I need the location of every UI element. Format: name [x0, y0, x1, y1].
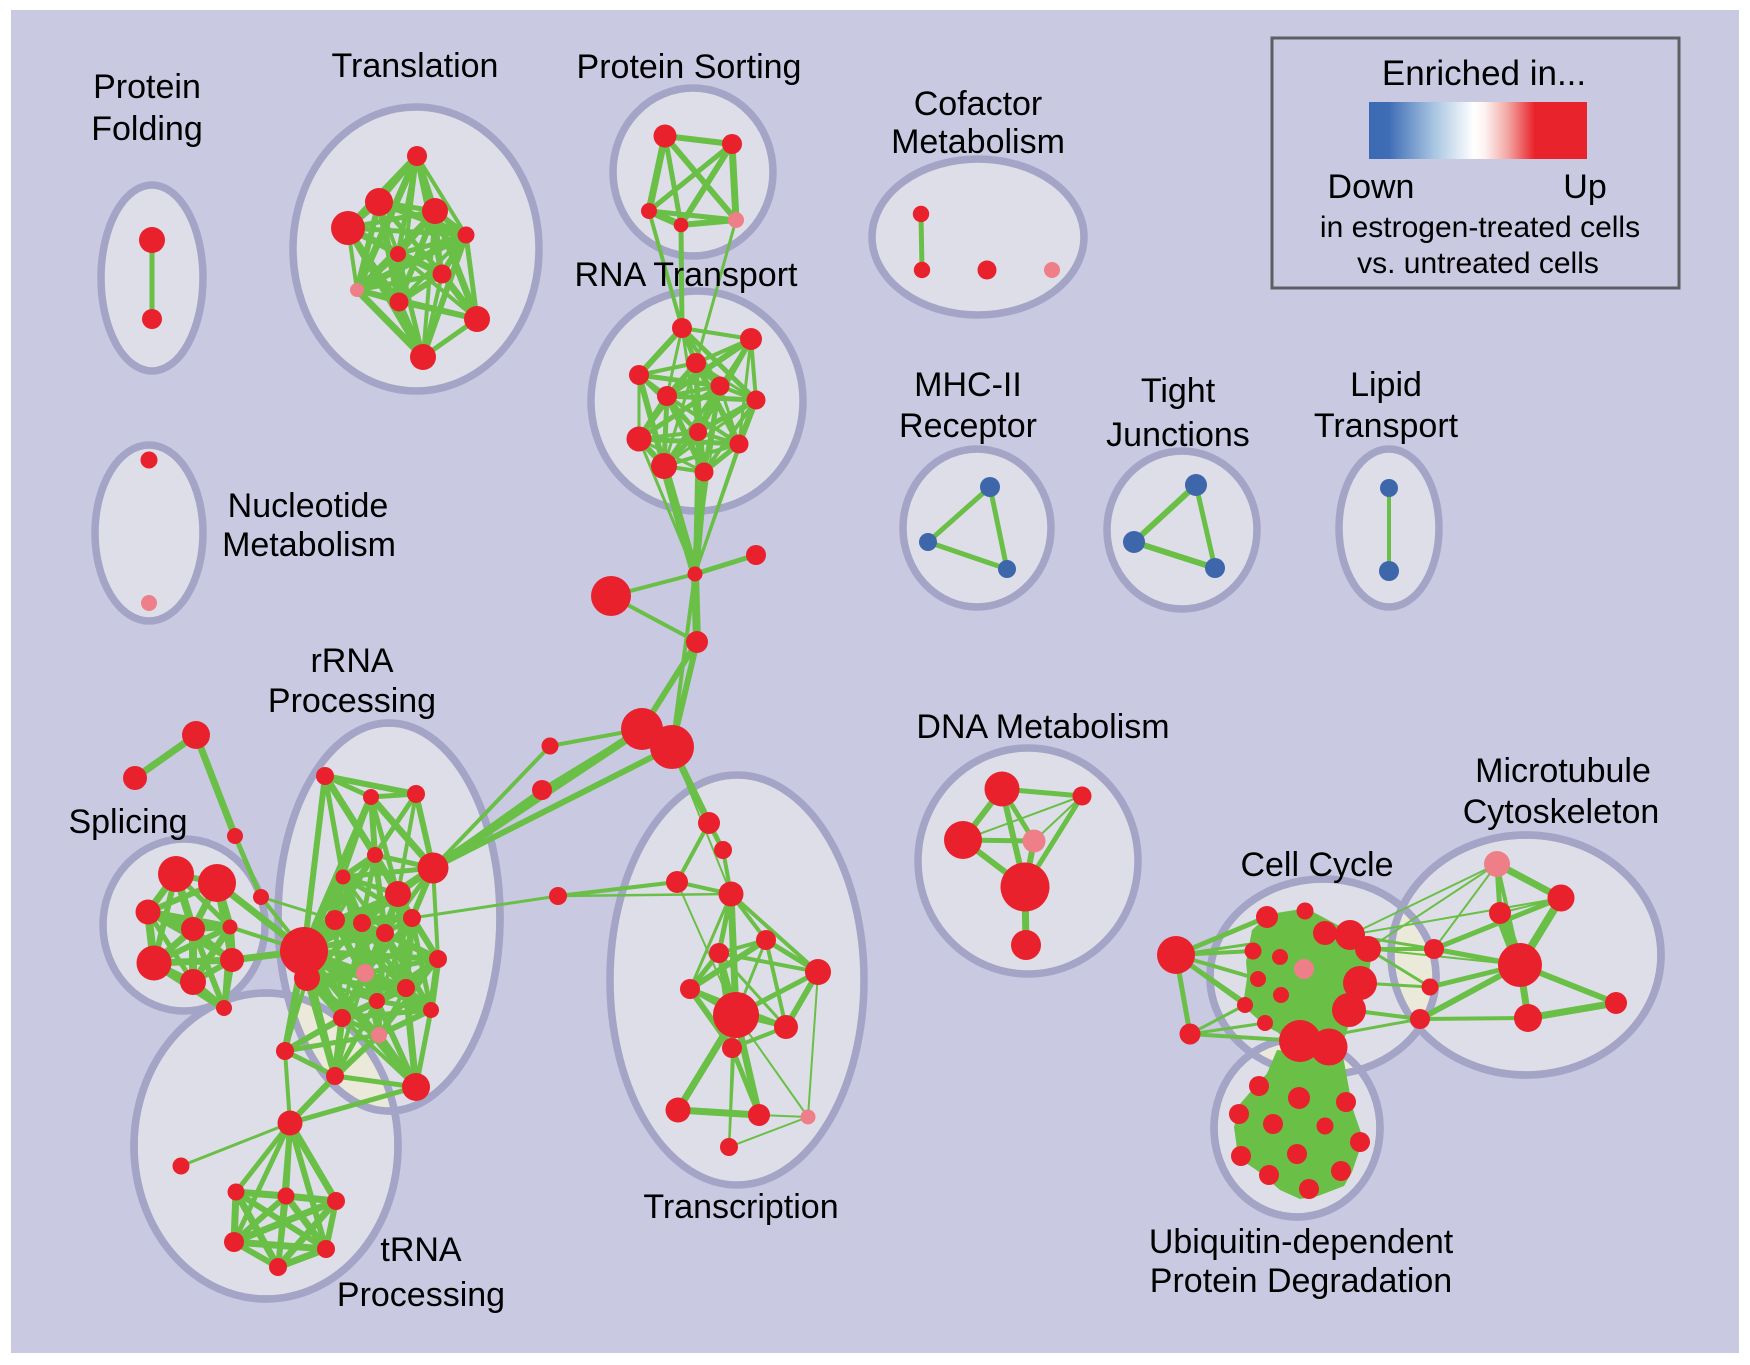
- svg-text:Processing: Processing: [268, 682, 436, 720]
- svg-text:Cofactor: Cofactor: [914, 85, 1043, 123]
- svg-text:tRNA: tRNA: [380, 1231, 462, 1269]
- svg-text:MHC-II: MHC-II: [914, 366, 1022, 404]
- svg-text:Folding: Folding: [91, 110, 203, 148]
- svg-text:Transport: Transport: [1314, 407, 1459, 445]
- svg-text:Receptor: Receptor: [899, 407, 1037, 445]
- svg-text:Metabolism: Metabolism: [222, 526, 396, 564]
- svg-text:vs. untreated cells: vs. untreated cells: [1357, 247, 1599, 280]
- svg-text:in estrogen-treated cells: in estrogen-treated cells: [1320, 211, 1640, 244]
- svg-text:Protein Degradation: Protein Degradation: [1150, 1262, 1452, 1300]
- svg-text:Splicing: Splicing: [68, 803, 187, 841]
- svg-text:Ubiquitin-dependent: Ubiquitin-dependent: [1149, 1223, 1454, 1261]
- svg-text:Cytoskeleton: Cytoskeleton: [1463, 793, 1660, 831]
- svg-text:Junctions: Junctions: [1106, 416, 1250, 454]
- svg-text:Enriched in...: Enriched in...: [1382, 54, 1586, 93]
- svg-text:rRNA: rRNA: [310, 642, 393, 680]
- svg-text:Transcription: Transcription: [643, 1188, 838, 1226]
- svg-text:Translation: Translation: [332, 47, 499, 85]
- svg-text:Processing: Processing: [337, 1276, 505, 1314]
- svg-text:DNA Metabolism: DNA Metabolism: [916, 708, 1169, 746]
- svg-text:Microtubule: Microtubule: [1475, 752, 1651, 790]
- svg-text:Cell Cycle: Cell Cycle: [1240, 846, 1393, 884]
- svg-text:Lipid: Lipid: [1350, 366, 1422, 404]
- svg-text:Protein: Protein: [93, 68, 201, 106]
- svg-text:Protein Sorting: Protein Sorting: [577, 48, 802, 86]
- svg-text:Nucleotide: Nucleotide: [228, 487, 389, 525]
- svg-text:Metabolism: Metabolism: [891, 123, 1065, 161]
- svg-text:Up: Up: [1563, 168, 1606, 206]
- svg-text:Tight: Tight: [1141, 372, 1216, 410]
- svg-text:RNA Transport: RNA Transport: [575, 256, 799, 294]
- svg-text:Down: Down: [1328, 168, 1415, 206]
